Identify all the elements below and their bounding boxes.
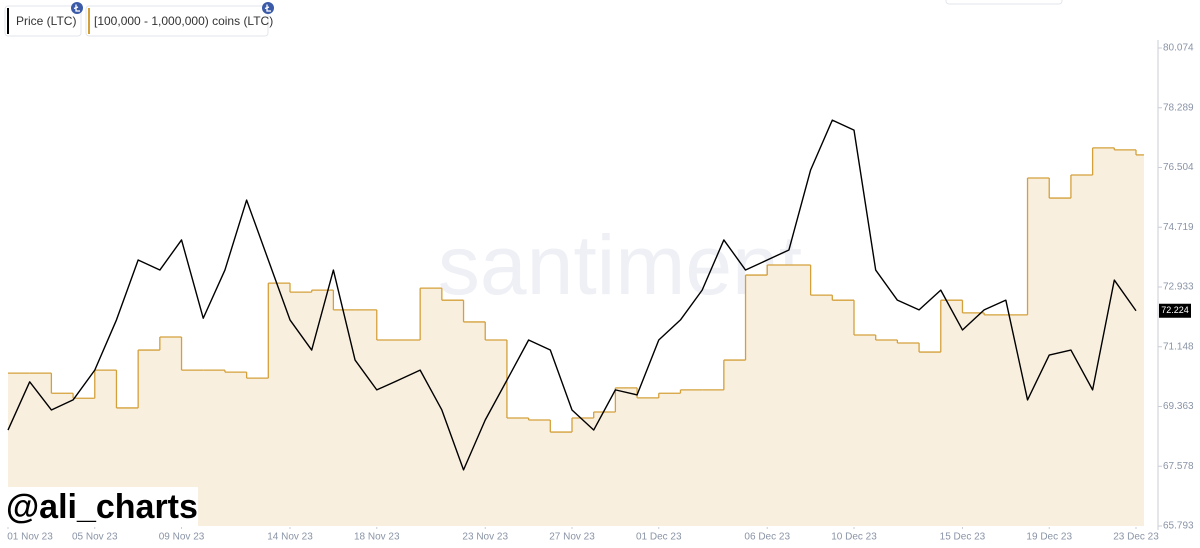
badge: @ali_charts	[6, 488, 198, 526]
badge-box	[0, 487, 198, 527]
area-fill	[8, 147, 1144, 526]
legend-swatch	[7, 8, 9, 34]
y-tick-label: 71.148	[1163, 341, 1194, 352]
y-tick-label: 69.363	[1163, 401, 1194, 412]
legend-label: [100,000 - 1,000,000) coins (LTC)	[94, 14, 273, 28]
toolbar-box	[945, 0, 1063, 5]
x-tick-label: 27 Nov 23	[549, 532, 595, 543]
last-value-box	[1159, 303, 1191, 318]
x-tick-label: 19 Dec 23	[1026, 532, 1072, 543]
x-tick-label: 23 Nov 23	[462, 532, 508, 543]
legend-label: Price (LTC)	[16, 14, 76, 28]
x-tick-label: 05 Nov 23	[72, 532, 118, 543]
x-tick-label: 01 Dec 23	[636, 532, 682, 543]
x-tick-label: 09 Nov 23	[159, 532, 205, 543]
y-tick-label: 74.719	[1163, 222, 1194, 233]
legend-box[interactable]	[85, 5, 269, 37]
x-tick-label: 23 Dec 23	[1113, 532, 1159, 543]
x-tick-label: 10 Dec 23	[831, 532, 877, 543]
x-tick-label: 15 Dec 23	[940, 532, 986, 543]
legend-box[interactable]	[4, 5, 82, 37]
y-tick-label: 72.933	[1163, 282, 1194, 293]
price-line	[7, 119, 1137, 471]
y-tick-label: 65.793	[1163, 521, 1194, 532]
legend: Price (LTC) [100,000 - 1,000,000) coins …	[4, 2, 274, 37]
x-tick-label: 01 Nov 23	[7, 532, 53, 543]
y-tick-label: 76.504	[1163, 162, 1194, 173]
plot	[7, 119, 1144, 526]
x-tick-label: 06 Dec 23	[744, 532, 790, 543]
y-tick-label: 78.289	[1163, 102, 1194, 113]
y-tick-label: 80.074	[1163, 43, 1194, 54]
x-tick-label: 14 Nov 23	[267, 532, 313, 543]
coin-icon-glyph	[264, 4, 271, 12]
coin-icon-glyph	[73, 4, 80, 12]
legend-swatch	[88, 8, 90, 34]
y-tick-label: 67.578	[1163, 461, 1194, 472]
x-tick-label: 18 Nov 23	[354, 532, 400, 543]
last-value-label: 72.224	[1161, 305, 1189, 315]
